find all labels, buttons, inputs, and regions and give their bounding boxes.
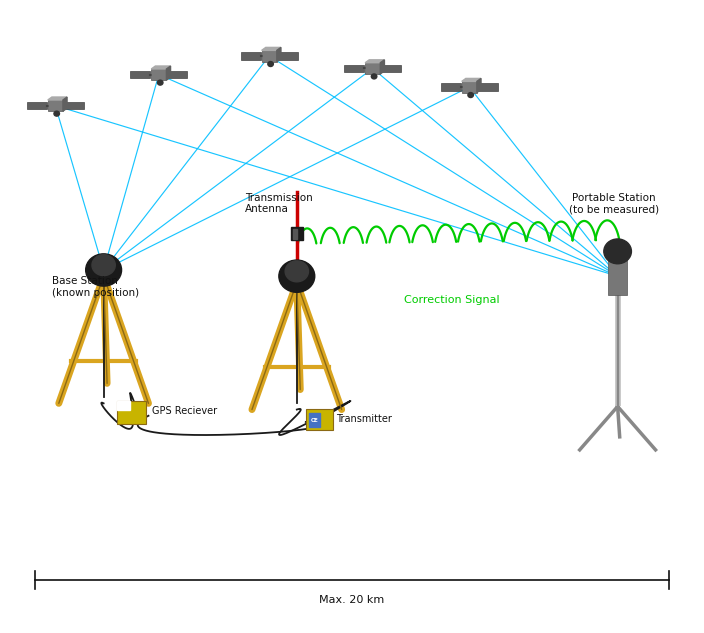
Bar: [462, 82, 477, 92]
Circle shape: [468, 92, 473, 97]
Circle shape: [92, 254, 115, 275]
Bar: [118, 401, 146, 424]
Bar: [382, 65, 401, 72]
Text: Transmission
Antenna: Transmission Antenna: [245, 192, 313, 214]
Bar: [48, 100, 63, 111]
Polygon shape: [166, 66, 170, 80]
Polygon shape: [151, 66, 170, 69]
Text: Base Station
(known position): Base Station (known position): [52, 276, 139, 298]
Bar: [130, 71, 150, 78]
Bar: [309, 413, 320, 427]
Polygon shape: [462, 78, 481, 82]
Polygon shape: [262, 47, 281, 51]
Circle shape: [604, 239, 631, 264]
Bar: [151, 69, 166, 80]
Text: Transmitter: Transmitter: [336, 415, 392, 425]
Bar: [441, 84, 460, 91]
Circle shape: [158, 80, 163, 85]
Polygon shape: [365, 60, 384, 63]
Text: GPS Reciever: GPS Reciever: [152, 406, 217, 417]
Polygon shape: [277, 47, 281, 61]
Circle shape: [54, 111, 59, 116]
Bar: [365, 63, 380, 74]
Text: CE: CE: [310, 418, 318, 423]
Bar: [27, 102, 46, 110]
Polygon shape: [380, 60, 384, 74]
Circle shape: [279, 260, 315, 292]
Circle shape: [285, 261, 308, 282]
Polygon shape: [48, 97, 67, 100]
Bar: [118, 401, 130, 410]
Bar: [64, 102, 84, 110]
Bar: [168, 71, 187, 78]
Bar: [306, 409, 334, 430]
Bar: [293, 229, 298, 239]
Text: Max. 20 km: Max. 20 km: [320, 595, 384, 605]
Circle shape: [371, 74, 377, 79]
Bar: [262, 51, 277, 61]
Bar: [291, 227, 303, 240]
Polygon shape: [477, 78, 481, 92]
Bar: [278, 53, 298, 60]
Bar: [608, 258, 627, 295]
Bar: [478, 84, 498, 91]
Text: Portable Station
(to be measured): Portable Station (to be measured): [569, 192, 659, 214]
Text: Correction Signal: Correction Signal: [404, 295, 500, 304]
Bar: [344, 65, 364, 72]
Circle shape: [86, 254, 122, 286]
Bar: [241, 53, 260, 60]
Polygon shape: [63, 97, 67, 111]
Circle shape: [268, 61, 273, 66]
